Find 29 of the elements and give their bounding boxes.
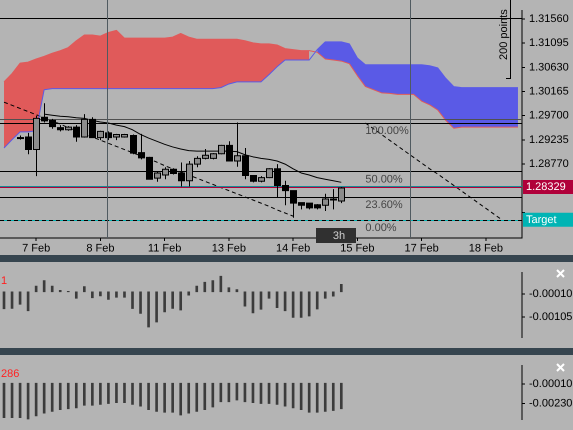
x-tick-label: 15 Feb <box>340 242 374 255</box>
y-tick-label: 1.30165 <box>529 86 569 98</box>
x-tick-label: 11 Feb <box>148 242 182 255</box>
x-tick-label: 17 Feb <box>404 242 439 255</box>
y-tick-label: 1.31095 <box>529 37 569 50</box>
annotation: 0.00% <box>365 222 397 234</box>
ref-line-label: 1.28329 <box>526 181 566 194</box>
y-tick-label: 1.31560 <box>529 12 569 25</box>
x-tick-label: 7 Feb <box>22 242 50 255</box>
annotation: 3h <box>332 230 346 242</box>
y-tick-label: 1.29700 <box>529 110 569 122</box>
y-tick-label: 1.29235 <box>529 134 569 146</box>
annotation: 200 points <box>498 8 510 60</box>
annotation: 100.00% <box>365 125 410 138</box>
y-tick-label: -0.00010 <box>529 378 572 390</box>
y-tick-label: 1.28770 <box>529 158 569 170</box>
x-tick-label: 8 Feb <box>86 242 114 255</box>
x-tick-label: 18 Feb <box>468 242 503 255</box>
annotation: 50.00% <box>365 173 403 186</box>
y-tick-label: -0.00105 <box>529 311 572 324</box>
annotation: 23.60% <box>365 198 403 211</box>
ref-line-label: Target <box>526 214 557 226</box>
x-tick-label: 13 Feb <box>212 242 246 255</box>
y-tick-label: -0.00230 <box>529 398 572 410</box>
y-tick-label: -0.00010 <box>529 288 572 300</box>
y-tick-label: 1.30630 <box>529 61 569 74</box>
annotation: 1 <box>1 275 8 288</box>
annotation: 286 <box>1 368 20 380</box>
x-tick-label: 14 Feb <box>276 242 310 255</box>
